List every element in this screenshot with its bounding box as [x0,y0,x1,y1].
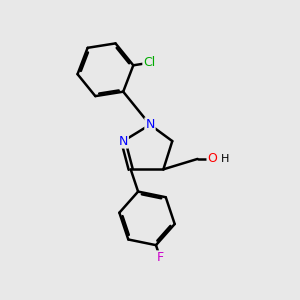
Text: N: N [118,135,128,148]
Text: N: N [145,118,155,131]
Text: H: H [221,154,229,164]
Text: O: O [208,152,218,165]
Text: F: F [157,251,164,264]
Text: Cl: Cl [143,56,156,69]
